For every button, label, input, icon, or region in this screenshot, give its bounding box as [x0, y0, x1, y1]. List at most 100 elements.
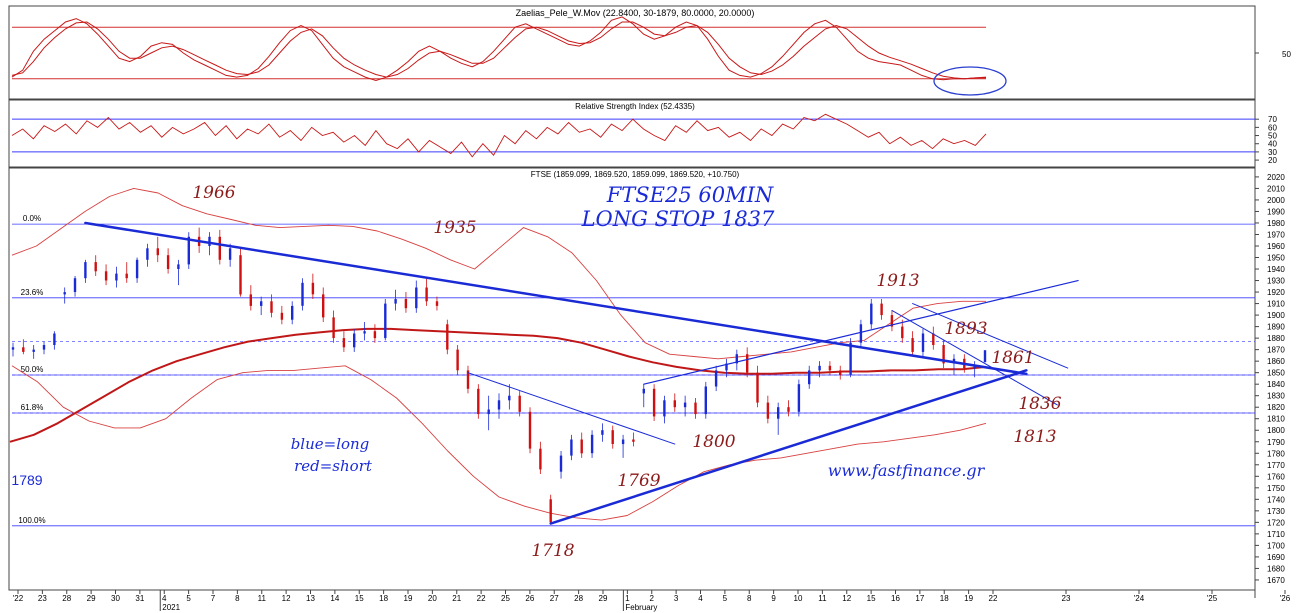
- fib-label-3: 61.8%: [21, 403, 44, 412]
- annotation-1893: 1893: [944, 319, 987, 339]
- price-ytick-label: 1950: [1267, 254, 1285, 263]
- candle-body: [983, 350, 987, 363]
- trendline-2: [643, 279, 1079, 385]
- xtick-label: 4: [698, 594, 703, 603]
- candle-body: [32, 349, 35, 352]
- price-ytick-label: 1760: [1267, 472, 1285, 481]
- price-ytick-label: 1690: [1267, 553, 1285, 562]
- price-ytick-label: 1840: [1267, 380, 1285, 389]
- annotation-1718: 1718: [531, 541, 574, 561]
- upper-band: [11, 187, 986, 360]
- candle-body: [735, 354, 738, 364]
- candle-body: [363, 331, 366, 334]
- candle-body: [177, 264, 180, 269]
- candle-body: [652, 388, 656, 417]
- candle-body: [870, 303, 873, 325]
- price-ytick-label: 1700: [1267, 541, 1285, 550]
- candle-body: [549, 499, 552, 523]
- price-ytick-label: 1710: [1267, 530, 1285, 539]
- price-ytick-label: 2010: [1267, 184, 1285, 193]
- candle-body: [663, 400, 666, 417]
- rsi-series: [11, 113, 987, 158]
- xtick-label: 9: [771, 594, 776, 603]
- xtick-label: 5: [723, 594, 728, 603]
- candle-body: [435, 301, 439, 306]
- rsi-ytick-label: 40: [1268, 140, 1277, 149]
- candle-body: [839, 370, 842, 375]
- candle-body: [466, 370, 470, 389]
- rsi-ytick-label: 60: [1268, 123, 1277, 132]
- candle-body: [342, 338, 346, 348]
- xtick-label: 18: [379, 594, 388, 603]
- candle-body: [11, 347, 15, 350]
- candle-body: [115, 273, 118, 281]
- candle-body: [332, 317, 335, 339]
- xtick-label: 13: [306, 594, 315, 603]
- candle-body: [311, 282, 315, 295]
- left-label-1789: 1789: [11, 472, 42, 488]
- price-ytick-label: 1680: [1267, 564, 1285, 573]
- candle-body: [84, 262, 87, 279]
- legend-short: red=short: [294, 457, 373, 475]
- xtick-label: 18: [940, 594, 949, 603]
- xtick-label: 19: [404, 594, 413, 603]
- candle-body: [890, 315, 894, 327]
- xtick-label: 31: [135, 594, 144, 603]
- candle-body: [539, 448, 542, 470]
- zaelias-ytick-label: 50: [1282, 50, 1291, 59]
- price-ytick-label: 1930: [1267, 277, 1285, 286]
- candle-body: [704, 386, 707, 415]
- candle-body: [683, 402, 687, 408]
- lower-band: [11, 365, 987, 521]
- candle-body: [518, 395, 521, 412]
- candle-body: [394, 299, 397, 304]
- price-panel-frame: [8, 167, 1256, 591]
- xtick-label: 8: [747, 594, 752, 603]
- xtick-label: 15: [355, 594, 364, 603]
- trendline-5: [912, 303, 1069, 369]
- rsi-ytick-label: 70: [1268, 115, 1277, 124]
- candle-body: [880, 303, 883, 316]
- candle-body: [808, 370, 811, 385]
- xtick-label: 8: [235, 594, 240, 603]
- price-ytick-label: 1910: [1267, 300, 1285, 309]
- candle-body: [973, 365, 976, 369]
- x-axis-ticks: '22 23 28 29 30 31 4 5 7 8 11 12 13 14 15 18 19 20 21 22 25 2…: [13, 590, 1291, 612]
- price-ytick-label: 1920: [1267, 288, 1285, 297]
- candle-body: [766, 402, 770, 419]
- price-ytick-label: 1980: [1267, 219, 1285, 228]
- candle-body: [404, 299, 408, 309]
- xtick-label: 17: [915, 594, 924, 603]
- month-label: February: [625, 603, 657, 612]
- xtick-label: 4: [162, 594, 167, 603]
- candle-body: [787, 407, 790, 412]
- candle-body: [849, 342, 852, 375]
- xtick-label: 21: [452, 594, 461, 603]
- trendline-1: [549, 369, 1028, 525]
- candle-body: [601, 430, 604, 435]
- xtick-label: 29: [599, 594, 608, 603]
- price-ytick-label: 2020: [1267, 173, 1285, 182]
- candle-body: [301, 282, 304, 306]
- candle-body: [570, 439, 573, 456]
- candle-body: [53, 333, 56, 345]
- rsi-ytick-label: 50: [1268, 132, 1277, 141]
- price-title: FTSE (1859.099, 1869.520, 1859.099, 1869…: [531, 170, 740, 179]
- candle-body: [797, 384, 801, 412]
- price-ytick-label: 1770: [1267, 461, 1285, 470]
- price-ytick-label: 1960: [1267, 242, 1285, 251]
- fib-label-1: 23.6%: [21, 288, 44, 297]
- price-ytick-label: 1810: [1267, 415, 1285, 424]
- candle-body: [425, 287, 428, 302]
- candle-body: [921, 333, 925, 352]
- price-ytick-label: 1940: [1267, 265, 1285, 274]
- price-ytick-label: 1750: [1267, 484, 1285, 493]
- candle-body: [94, 262, 97, 272]
- xtick-label: 12: [842, 594, 851, 603]
- candle-body: [218, 236, 221, 260]
- candle-body: [508, 395, 511, 401]
- candle-body: [528, 411, 532, 449]
- candle-body: [694, 402, 697, 415]
- xtick-label: 11: [258, 594, 267, 603]
- xtick-label: 26: [525, 594, 534, 603]
